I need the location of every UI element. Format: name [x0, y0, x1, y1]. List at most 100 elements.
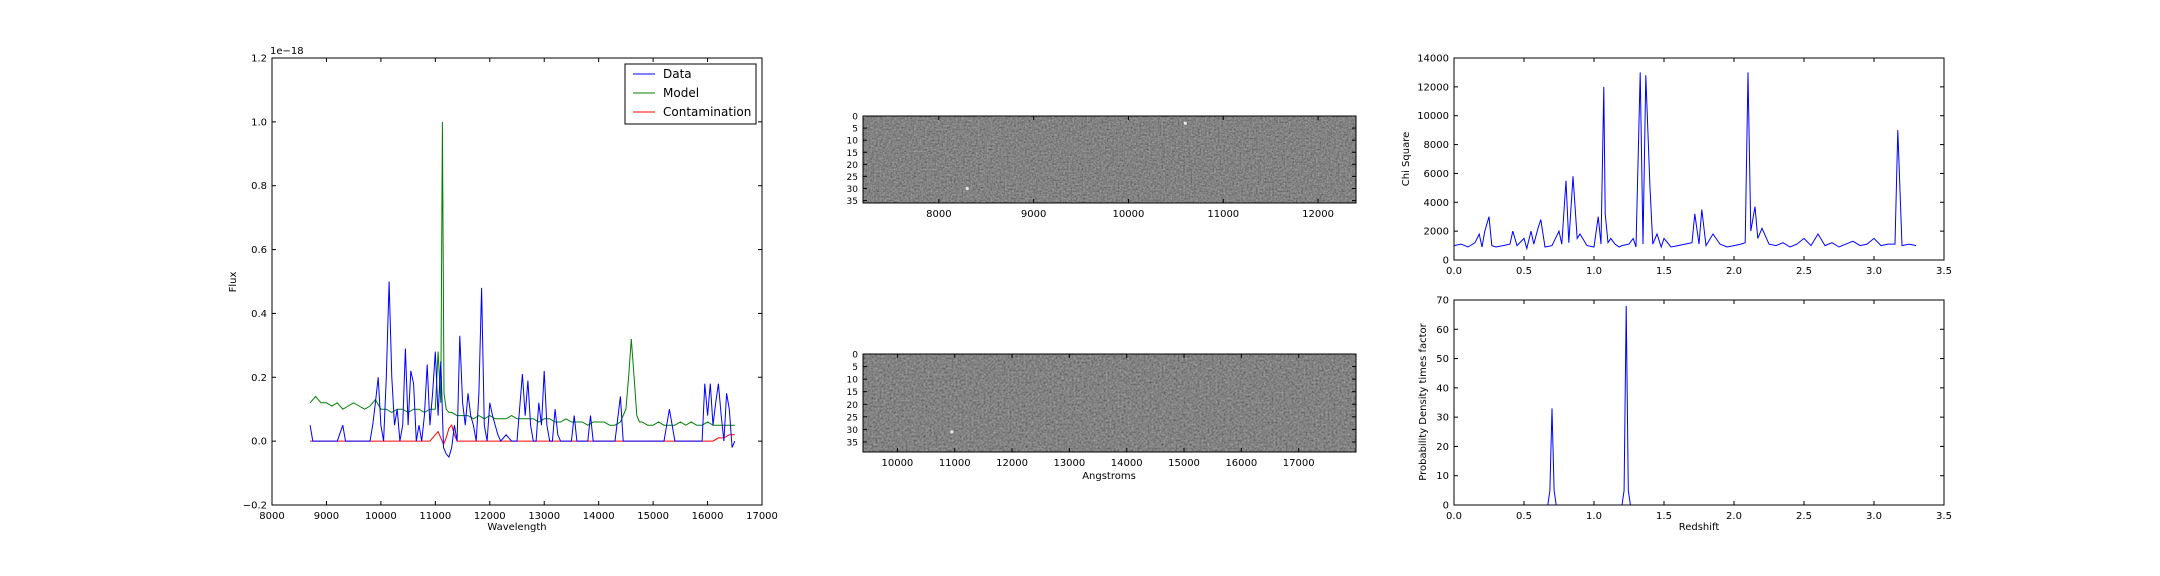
- chi-square-x-tick-label: 0.5: [1516, 266, 1532, 277]
- stamp-1-bright-pixels: [965, 121, 1187, 191]
- stamp1-x-tick-label: 11000: [1207, 209, 1239, 220]
- chi-square-x-axis: 0.0 0.5 1.0 1.5 2.0 2.5 3.0 3.5: [1446, 58, 1952, 277]
- spectrum-y-tick-label: 1.0: [251, 117, 267, 128]
- spectrum-series-contamination: [310, 424, 735, 446]
- stamp2-x-tick-label: 12000: [996, 458, 1028, 469]
- pdf-y-tick-label: 30: [1436, 413, 1449, 424]
- legend-label-contamination: Contamination: [663, 105, 751, 119]
- spectrum-x-tick-label: 10000: [365, 511, 397, 522]
- pdf-x-tick-label: 3.5: [1936, 511, 1952, 522]
- stamp2-y-tick-label: 25: [847, 413, 858, 423]
- stamp-2-x-label: Angstroms: [1082, 471, 1136, 482]
- pdf-y-label: Probability Density times factor: [1418, 322, 1429, 480]
- spectrum-y-label: Flux: [228, 272, 239, 293]
- pdf-y-tick-label: 70: [1436, 296, 1449, 307]
- pdf-x-tick-label: 1.5: [1656, 511, 1672, 522]
- spectrum-panel: 8000 9000 10000 11000 12000 13000 14000 15000 16…: [228, 46, 778, 533]
- spectrum-offset-text: 1e−18: [270, 46, 304, 57]
- stamp2-x-tick-label: 11000: [939, 458, 971, 469]
- spectrum-x-axis: 8000 9000 10000 11000 12000 13000 14000 15000 16…: [259, 58, 778, 522]
- legend-label-data: Data: [663, 67, 692, 81]
- pdf-x-tick-label: 2.0: [1726, 511, 1742, 522]
- chi-square-series-0: [1454, 72, 1917, 251]
- chi-square-plot-area: [1454, 72, 1917, 251]
- stamp1-x-tick-label: 8000: [926, 209, 951, 220]
- pdf-x-axis: 0.0 0.5 1.0 1.5 2.0 2.5 3.0 3.5: [1446, 300, 1952, 522]
- pdf-x-tick-label: 1.0: [1586, 511, 1602, 522]
- chi-square-y-label: Chi Square: [1401, 132, 1412, 186]
- stamp2-y-tick-label: 35: [847, 438, 858, 448]
- stamp2-y-tick-label: 20: [847, 401, 859, 411]
- chi-square-y-tick-label: 14000: [1417, 54, 1449, 65]
- spectrum-x-tick-label: 9000: [314, 511, 339, 522]
- pdf-x-tick-label: 2.5: [1796, 511, 1812, 522]
- stamp1-y-tick-label: 20: [847, 161, 859, 171]
- pdf-panel: 0.0 0.5 1.0 1.5 2.0 2.5 3.0 3.5 0 10 20 30 40 50 60 70…: [1418, 296, 1952, 534]
- chi-square-panel: 0.0 0.5 1.0 1.5 2.0 2.5 3.0 3.5 0 2000 4000 6000 80…: [1401, 54, 1952, 278]
- stamp-1-frame: [862, 115, 1357, 204]
- stamp2-x-tick-label: 15000: [1168, 458, 1200, 469]
- pdf-y-axis: 0 10 20 30 40 50 60 70: [1436, 296, 1944, 512]
- chi-square-x-tick-label: 2.5: [1796, 266, 1812, 277]
- pdf-y-tick-label: 20: [1436, 442, 1449, 453]
- stamp-2-panel: 10000 11000 12000 13000 14000 15000 16000 17000…: [847, 351, 1357, 482]
- stamp-1-image: [863, 116, 1356, 203]
- spectrum-y-tick-label: 0.2: [251, 373, 267, 384]
- stamp2-y-tick-label: 15: [847, 388, 858, 398]
- chi-square-x-tick-label: 3.0: [1866, 266, 1882, 277]
- stamp2-x-tick-label: 14000: [1111, 458, 1143, 469]
- chi-square-y-tick-label: 10000: [1417, 111, 1449, 122]
- stamp-2-x-axis: 10000 11000 12000 13000 14000 15000 16000 17000: [881, 354, 1315, 469]
- stamp2-bright-pixel: [950, 430, 954, 434]
- pdf-y-tick-label: 60: [1436, 325, 1449, 336]
- spectrum-legend: Data Model Contamination: [624, 63, 757, 125]
- chi-square-x-tick-label: 3.5: [1936, 266, 1952, 277]
- pdf-y-tick-label: 0: [1443, 501, 1449, 512]
- spectrum-y-tick-label: 1.2: [251, 54, 267, 65]
- spectrum-x-tick-label: 12000: [474, 511, 506, 522]
- stamp2-x-tick-label: 16000: [1225, 458, 1257, 469]
- spectrum-plot-area: [309, 121, 736, 459]
- stamp1-y-tick-label: 30: [847, 185, 859, 195]
- stamp2-x-tick-label: 10000: [881, 458, 913, 469]
- spectrum-y-axis: −0.2 0.0 0.2 0.4 0.6 0.8 1.0 1.2: [243, 54, 762, 512]
- stamp2-y-tick-label: 5: [852, 363, 858, 373]
- stamp1-x-tick-label: 10000: [1113, 209, 1145, 220]
- pdf-y-tick-label: 50: [1436, 354, 1449, 365]
- chi-square-frame: [1453, 57, 1945, 261]
- stamp-1-y-axis: 0 5 10 15 20 25 30 35: [847, 113, 1356, 207]
- pdf-x-tick-label: 0.5: [1516, 511, 1532, 522]
- stamp1-x-tick-label: 12000: [1302, 209, 1334, 220]
- stamp2-x-tick-label: 13000: [1053, 458, 1085, 469]
- spectrum-series-data: [309, 281, 736, 459]
- spectrum-x-tick-label: 15000: [637, 511, 669, 522]
- spectrum-y-tick-label: 0.6: [251, 245, 267, 256]
- pdf-plot-area: [1454, 305, 1916, 505]
- chi-square-x-tick-label: 0.0: [1446, 266, 1462, 277]
- chi-square-y-tick-label: 2000: [1424, 227, 1449, 238]
- chi-square-y-tick-label: 4000: [1424, 198, 1449, 209]
- stamp-2-y-axis: 0 5 10 15 20 25 30 35: [847, 351, 1356, 448]
- stamp1-y-tick-label: 15: [847, 149, 858, 159]
- chi-square-y-tick-label: 8000: [1424, 140, 1449, 151]
- chi-square-y-tick-label: 6000: [1424, 169, 1449, 180]
- spectrum-y-tick-label: 0.8: [251, 181, 267, 192]
- legend-label-model: Model: [663, 86, 699, 100]
- stamp2-y-tick-label: 30: [847, 426, 859, 436]
- spectrum-x-label: Wavelength: [487, 522, 546, 533]
- spectrum-x-tick-label: 14000: [583, 511, 615, 522]
- pdf-y-tick-label: 10: [1436, 471, 1449, 482]
- spectrum-x-tick-label: 17000: [746, 511, 778, 522]
- pdf-x-tick-label: 0.0: [1446, 511, 1462, 522]
- chi-square-y-tick-label: 12000: [1417, 82, 1449, 93]
- pdf-frame: [1453, 299, 1945, 506]
- spectrum-y-tick-label: 0.0: [251, 437, 267, 448]
- chi-square-x-tick-label: 1.5: [1656, 266, 1672, 277]
- spectrum-axes-frame: [271, 57, 763, 506]
- stamp-2-bright-pixels: [950, 430, 954, 434]
- spectrum-y-tick-label: 0.4: [251, 309, 267, 320]
- stamp1-y-tick-label: 10: [847, 137, 859, 147]
- stamp2-y-tick-label: 0: [852, 351, 858, 361]
- spectrum-x-tick-label: 16000: [692, 511, 724, 522]
- stamp-1-panel: 8000 9000 10000 11000 12000 0 5 10 15 20 25 30 35: [847, 113, 1357, 220]
